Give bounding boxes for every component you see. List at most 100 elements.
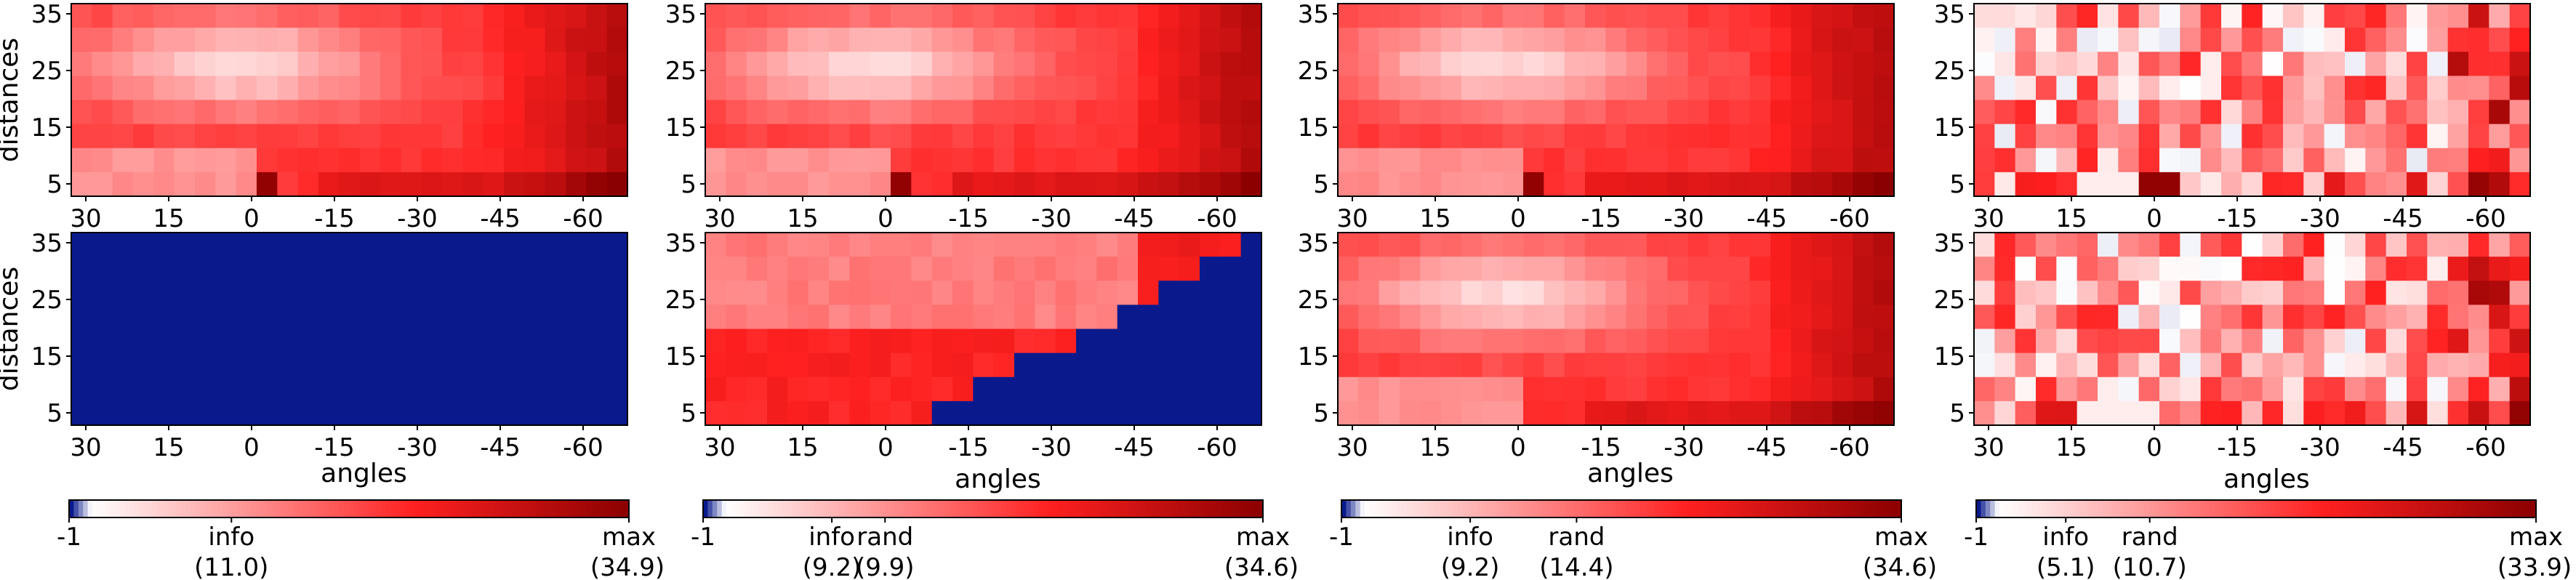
heatmap-cell [1749, 257, 1771, 281]
heatmap-cell [1158, 4, 1180, 28]
colorbar-segment [101, 500, 108, 517]
colorbar-segment [824, 500, 830, 517]
heatmap-cell [2242, 376, 2263, 402]
colorbar-segment [1057, 500, 1063, 517]
y-tick-label: 5 [1313, 399, 1329, 428]
heatmap-cell [1811, 52, 1833, 76]
heatmap-cell [1749, 100, 1771, 125]
colorbar-segment [2312, 500, 2318, 517]
heatmap-cell [1770, 329, 1791, 354]
heatmap-cell [1158, 28, 1180, 52]
heatmap-cell [1220, 28, 1242, 52]
colorbar-segment [269, 500, 276, 517]
heatmap-cell [1240, 305, 1262, 330]
heatmap-cell [1791, 28, 1813, 52]
heatmap-cell [277, 257, 299, 281]
heatmap-cell [2098, 233, 2119, 257]
colorbar-segment [1863, 500, 1869, 517]
colorbar-segment [166, 500, 172, 517]
heatmap-cell [2489, 353, 2511, 378]
x-tick-label: -45 [480, 204, 521, 233]
heatmap-cell [1338, 400, 1359, 426]
heatmap-cell [2509, 257, 2531, 281]
heatmap-cell [1832, 124, 1853, 149]
heatmap-cell [215, 233, 237, 257]
heatmap-cell [1853, 148, 1874, 173]
heatmap-cell [1076, 233, 1097, 257]
heatmap-cell [1853, 305, 1874, 330]
heatmap-cell [2036, 233, 2057, 257]
colorbar-segment [2209, 500, 2215, 517]
heatmap-cell [401, 305, 422, 330]
colorbar-segment [1397, 500, 1403, 517]
heatmap-cell [787, 305, 809, 330]
colorbar-marker-value: (5.1) [2037, 553, 2095, 580]
colorbar-segment [782, 500, 788, 517]
heatmap-cell [1770, 28, 1791, 52]
heatmap-cell [92, 257, 113, 281]
colorbar-segment [619, 500, 625, 517]
heatmap-cell [1358, 376, 1380, 402]
heatmap-cell [2386, 172, 2407, 197]
colorbar-segment [1379, 500, 1384, 517]
heatmap-cell [1117, 305, 1139, 330]
colorbar-segment [1892, 500, 1898, 517]
heatmap-cell [2447, 52, 2469, 76]
heatmap-cell [1729, 172, 1751, 197]
heatmap-cell [442, 172, 463, 197]
heatmap-cell [339, 124, 361, 149]
heatmap-cell [1158, 329, 1180, 354]
heatmap-cell [973, 148, 995, 173]
colorbar-segment [157, 500, 164, 517]
heatmap-cell [2118, 400, 2140, 426]
colorbar-segment [1365, 500, 1371, 517]
heatmap-cell [726, 148, 747, 173]
heatmap-cell [92, 52, 113, 76]
colorbar-segment [195, 500, 201, 517]
colorbar-segment [1981, 500, 1986, 517]
heatmap-cell [1400, 124, 1421, 149]
heatmap-cell [1117, 76, 1139, 101]
heatmap-cell [1179, 172, 1200, 197]
colorbar-segment [1053, 500, 1059, 517]
heatmap-cell [524, 52, 546, 76]
heatmap-cell [236, 233, 257, 257]
heatmap-cell [1811, 353, 1833, 378]
heatmap-cell [767, 281, 788, 305]
heatmap-cell [1200, 400, 1221, 426]
colorbar-segment [134, 500, 140, 517]
heatmap-cell [1440, 376, 1462, 402]
heatmap-cell [870, 400, 891, 426]
heatmap-cell [1482, 52, 1504, 76]
heatmap-cell [2056, 172, 2078, 197]
heatmap-cell [2468, 257, 2489, 281]
colorbar-segment [558, 500, 564, 517]
heatmap-cell [2386, 329, 2407, 354]
colorbar-segment [251, 500, 257, 517]
colorbar-segment [2148, 500, 2154, 517]
heatmap-cell [421, 233, 443, 257]
colorbar-segment [2330, 500, 2336, 517]
heatmap-cell [1647, 4, 1668, 28]
colorbar-segment [2349, 500, 2355, 517]
heatmap-cell [2200, 172, 2222, 197]
heatmap-cell [911, 376, 933, 402]
heatmap-cell [504, 4, 525, 28]
heatmap-cell [1338, 28, 1359, 52]
colorbar-segment [1020, 500, 1026, 517]
heatmap-cell [359, 100, 381, 125]
heatmap-cell [442, 400, 463, 426]
heatmap-cell [1461, 353, 1482, 378]
heatmap-cell [462, 400, 484, 426]
heatmap-cell [1791, 76, 1813, 101]
heatmap-cell [1482, 305, 1504, 330]
colorbar-segment [2438, 500, 2444, 517]
colorbar-segment [1612, 500, 1618, 517]
heatmap-cell [1626, 329, 1648, 354]
y-tick-label: 25 [31, 286, 63, 315]
heatmap-cell [112, 4, 134, 28]
heatmap-cell [442, 353, 463, 378]
heatmap-cell [1440, 172, 1462, 197]
heatmap-cell [1688, 376, 1709, 402]
heatmap-cell [297, 172, 319, 197]
